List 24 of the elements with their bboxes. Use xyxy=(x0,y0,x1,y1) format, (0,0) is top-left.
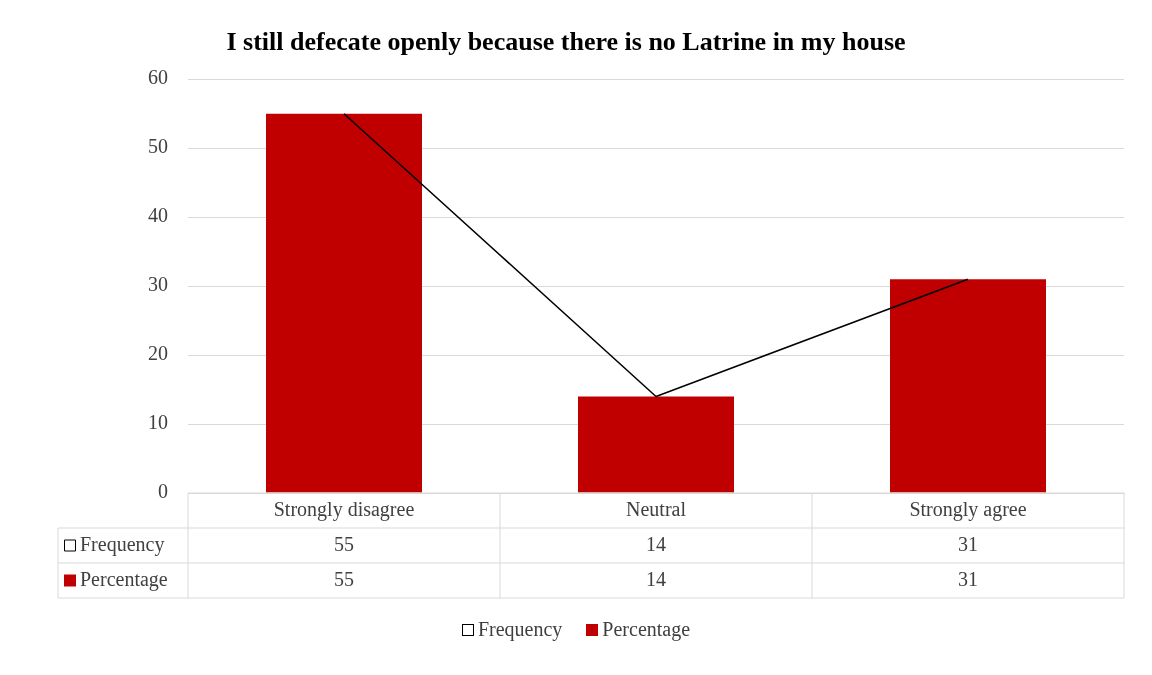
x-tick-label: Strongly agree xyxy=(909,498,1027,522)
x-tick-label: Strongly disagree xyxy=(273,498,415,522)
y-tick-label: 30 xyxy=(148,273,168,296)
bar xyxy=(890,279,1046,493)
data-label: 14 xyxy=(646,532,666,555)
y-tick-label: 20 xyxy=(148,342,168,365)
data-label: 31 xyxy=(958,567,978,590)
bar xyxy=(266,113,422,493)
y-tick-label: 50 xyxy=(148,135,168,158)
data-label: 14 xyxy=(646,567,666,590)
y-tick-label: 0 xyxy=(158,480,168,503)
text: Percentage xyxy=(602,618,691,640)
data-label: 31 xyxy=(958,532,978,555)
bar xyxy=(578,396,734,493)
chart-title: I still defecate openly because there is no Latrine in my house xyxy=(226,27,906,57)
x-tick-label: Neutral xyxy=(626,498,687,521)
data-label: 55 xyxy=(334,532,354,555)
legend-label: Percentage xyxy=(80,567,168,591)
legend-label: Frequency xyxy=(477,618,563,641)
y-tick-label: 60 xyxy=(148,66,168,89)
y-tick-label: 40 xyxy=(148,204,168,227)
text: Frequency xyxy=(80,532,165,555)
data-label: 55 xyxy=(334,567,354,590)
y-tick-label: 10 xyxy=(148,411,168,434)
